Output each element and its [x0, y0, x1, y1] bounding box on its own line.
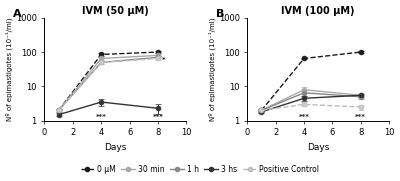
X-axis label: Days: Days	[307, 143, 330, 152]
Text: A: A	[13, 9, 22, 20]
Text: ***: ***	[298, 114, 310, 120]
Y-axis label: Nº of epimastigotes (10⁻¹/ml): Nº of epimastigotes (10⁻¹/ml)	[208, 18, 216, 121]
Legend: 0 μM, 30 min, 1 h, 3 hs, Positive Control: 0 μM, 30 min, 1 h, 3 hs, Positive Contro…	[78, 162, 322, 177]
Text: ***: ***	[152, 114, 164, 120]
Text: ***: ***	[355, 114, 366, 120]
X-axis label: Days: Days	[104, 143, 127, 152]
Y-axis label: Nº of epimastigotes (10⁻¹/ml): Nº of epimastigotes (10⁻¹/ml)	[6, 18, 13, 121]
Text: *: *	[162, 57, 166, 63]
Title: IVM (50 μM): IVM (50 μM)	[82, 6, 149, 16]
Text: B: B	[216, 9, 224, 20]
Title: IVM (100 μM): IVM (100 μM)	[282, 6, 355, 16]
Text: ***: ***	[96, 114, 107, 120]
